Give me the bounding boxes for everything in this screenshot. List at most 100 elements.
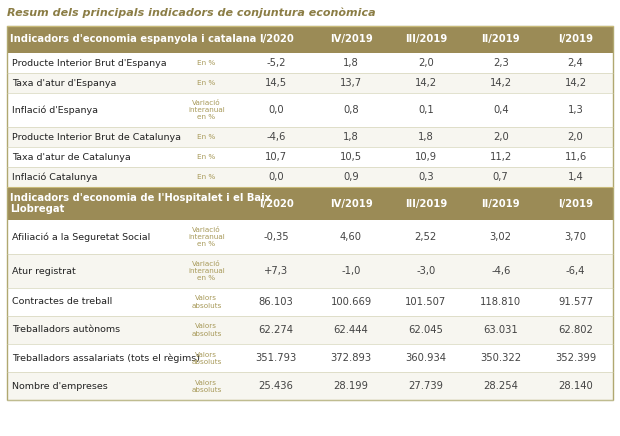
Text: En %: En % xyxy=(197,174,216,180)
Text: 63.031: 63.031 xyxy=(484,325,518,335)
Text: 0,8: 0,8 xyxy=(343,105,359,115)
Text: Valors
absoluts: Valors absoluts xyxy=(191,324,221,337)
Text: Valors
absoluts: Valors absoluts xyxy=(191,351,221,364)
Text: 14,2: 14,2 xyxy=(490,78,511,88)
Bar xyxy=(7,53,613,73)
Bar xyxy=(7,254,613,288)
Text: 0,0: 0,0 xyxy=(268,105,284,115)
Text: I/2020: I/2020 xyxy=(259,34,293,44)
Bar xyxy=(7,127,613,147)
Text: 11,2: 11,2 xyxy=(490,152,512,162)
Bar xyxy=(7,26,613,400)
Text: 14,2: 14,2 xyxy=(415,78,437,88)
Text: Producte Interior Brut de Catalunya: Producte Interior Brut de Catalunya xyxy=(12,133,181,142)
Bar xyxy=(7,167,613,187)
Text: Nombre d'empreses: Nombre d'empreses xyxy=(12,382,108,391)
Text: Afiliació a la Seguretat Social: Afiliació a la Seguretat Social xyxy=(12,232,150,242)
Text: -0,35: -0,35 xyxy=(264,232,289,242)
Text: 25.436: 25.436 xyxy=(259,381,294,391)
Text: 62.444: 62.444 xyxy=(334,325,368,335)
Text: 11,6: 11,6 xyxy=(564,152,587,162)
Text: 62.802: 62.802 xyxy=(558,325,593,335)
Text: III/2019: III/2019 xyxy=(405,34,447,44)
Text: 10,9: 10,9 xyxy=(415,152,437,162)
Text: -4,6: -4,6 xyxy=(491,266,510,276)
Text: En %: En % xyxy=(197,80,216,86)
Text: 2,52: 2,52 xyxy=(415,232,437,242)
Text: 62.045: 62.045 xyxy=(409,325,443,335)
Text: 0,7: 0,7 xyxy=(493,172,508,182)
Text: Variació
interanual
en %: Variació interanual en % xyxy=(188,261,225,281)
Text: Inflació d'Espanya: Inflació d'Espanya xyxy=(12,105,98,115)
Text: Indicadors d'economia espanyola i catalana: Indicadors d'economia espanyola i catala… xyxy=(10,34,257,44)
Text: 372.893: 372.893 xyxy=(330,353,371,363)
Text: Variació
interanual
en %: Variació interanual en % xyxy=(188,100,225,120)
Bar xyxy=(7,147,613,167)
Text: 10,5: 10,5 xyxy=(340,152,362,162)
Text: Treballadors assalariats (tots el règims): Treballadors assalariats (tots el règims… xyxy=(12,353,200,363)
Bar xyxy=(7,288,613,316)
Text: En %: En % xyxy=(197,60,216,66)
Text: I/2020: I/2020 xyxy=(259,198,293,208)
Text: 118.810: 118.810 xyxy=(480,297,521,307)
Text: 0,1: 0,1 xyxy=(418,105,434,115)
Text: 28.140: 28.140 xyxy=(558,381,593,391)
Text: +7,3: +7,3 xyxy=(264,266,288,276)
Text: -1,0: -1,0 xyxy=(342,266,361,276)
Text: II/2019: II/2019 xyxy=(481,198,520,208)
Text: -3,0: -3,0 xyxy=(416,266,435,276)
Text: Producte Interior Brut d'Espanya: Producte Interior Brut d'Espanya xyxy=(12,58,167,68)
Text: 1,8: 1,8 xyxy=(343,58,359,68)
Text: Contractes de treball: Contractes de treball xyxy=(12,297,112,307)
Text: 28.199: 28.199 xyxy=(334,381,368,391)
Text: 3,70: 3,70 xyxy=(565,232,587,242)
Bar xyxy=(7,187,613,220)
Bar xyxy=(7,220,613,254)
Text: 352.399: 352.399 xyxy=(555,353,596,363)
Text: Variació
interanual
en %: Variació interanual en % xyxy=(188,227,225,247)
Text: En %: En % xyxy=(197,134,216,140)
Text: IV/2019: IV/2019 xyxy=(330,34,373,44)
Text: Valors
absoluts: Valors absoluts xyxy=(191,296,221,309)
Text: 28.254: 28.254 xyxy=(483,381,518,391)
Text: 91.577: 91.577 xyxy=(558,297,593,307)
Text: 100.669: 100.669 xyxy=(330,297,371,307)
Text: Indicadors d'economia de l'Hospitalet i el Baix
Llobregat: Indicadors d'economia de l'Hospitalet i … xyxy=(10,193,271,215)
Text: Inflació Catalunya: Inflació Catalunya xyxy=(12,172,97,182)
Text: 2,0: 2,0 xyxy=(418,58,434,68)
Text: 0,9: 0,9 xyxy=(343,172,359,182)
Text: 3,02: 3,02 xyxy=(490,232,511,242)
Text: IV/2019: IV/2019 xyxy=(330,198,373,208)
Text: 101.507: 101.507 xyxy=(405,297,446,307)
Text: 2,0: 2,0 xyxy=(493,132,508,142)
Bar xyxy=(7,93,613,127)
Text: I/2019: I/2019 xyxy=(558,198,593,208)
Bar xyxy=(7,344,613,372)
Text: 2,4: 2,4 xyxy=(568,58,583,68)
Text: 2,3: 2,3 xyxy=(493,58,508,68)
Text: 62.274: 62.274 xyxy=(259,325,294,335)
Bar xyxy=(7,26,613,53)
Text: Taxa d'atur d'Espanya: Taxa d'atur d'Espanya xyxy=(12,78,117,88)
Text: 2,0: 2,0 xyxy=(568,132,583,142)
Bar xyxy=(7,372,613,400)
Text: 4,60: 4,60 xyxy=(340,232,362,242)
Text: III/2019: III/2019 xyxy=(405,198,447,208)
Text: 27.739: 27.739 xyxy=(409,381,443,391)
Text: 10,7: 10,7 xyxy=(265,152,287,162)
Text: Resum dels principals indicadors de conjuntura econòmica: Resum dels principals indicadors de conj… xyxy=(7,8,376,18)
Text: -4,6: -4,6 xyxy=(267,132,286,142)
Text: 1,8: 1,8 xyxy=(343,132,359,142)
Text: 1,4: 1,4 xyxy=(568,172,583,182)
Text: Treballadors autònoms: Treballadors autònoms xyxy=(12,326,120,334)
Text: I/2019: I/2019 xyxy=(558,34,593,44)
Text: Valors
absoluts: Valors absoluts xyxy=(191,379,221,392)
Text: 86.103: 86.103 xyxy=(259,297,293,307)
Text: -5,2: -5,2 xyxy=(267,58,286,68)
Text: 1,3: 1,3 xyxy=(568,105,583,115)
Text: En %: En % xyxy=(197,154,216,160)
Text: II/2019: II/2019 xyxy=(481,34,520,44)
Text: -6,4: -6,4 xyxy=(566,266,585,276)
Text: 14,5: 14,5 xyxy=(265,78,287,88)
Text: 350.322: 350.322 xyxy=(480,353,521,363)
